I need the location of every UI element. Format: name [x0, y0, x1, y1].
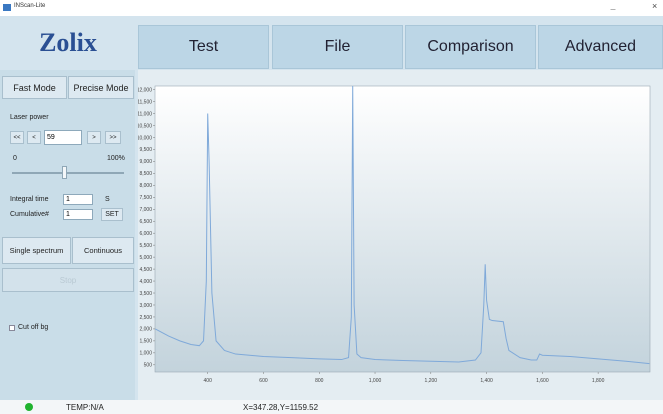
- step-button[interactable]: >: [87, 131, 101, 144]
- y-tick-label: 1,000: [139, 351, 152, 357]
- y-tick-label: 6,000: [139, 231, 152, 237]
- x-tick-label: 1,600: [536, 378, 549, 384]
- x-tick-label: 800: [315, 378, 324, 384]
- tab[interactable]: File: [272, 25, 403, 69]
- x-tick-label: 1,200: [425, 378, 438, 384]
- x-tick-label: 1,800: [592, 378, 605, 384]
- spectrum-line: [155, 85, 650, 365]
- slider-min-label: 0: [13, 155, 17, 162]
- y-tick-label: 8,500: [139, 171, 152, 177]
- mode-button[interactable]: Fast Mode: [2, 76, 67, 99]
- y-tick-label: 12,000: [138, 87, 152, 93]
- x-tick-label: 400: [204, 378, 213, 384]
- mode-button[interactable]: Precise Mode: [68, 76, 134, 99]
- y-tick-label: 4,500: [139, 267, 152, 273]
- cumulative-input[interactable]: 1: [63, 209, 93, 220]
- step-button[interactable]: <: [27, 131, 41, 144]
- cumulative-label: Cumulative#: [10, 211, 49, 218]
- tab[interactable]: Comparison: [405, 25, 536, 69]
- cursor-position: X=347.28,Y=1159.52: [243, 403, 319, 412]
- stop-button[interactable]: Stop: [2, 268, 134, 292]
- y-tick-label: 11,000: [138, 111, 152, 117]
- y-tick-label: 9,000: [139, 159, 152, 165]
- status-indicator: [25, 403, 33, 411]
- checkbox[interactable]: [9, 325, 15, 331]
- y-tick-label: 3,000: [139, 303, 152, 309]
- temperature: TEMP:N/A: [66, 403, 104, 412]
- y-tick-label: 7,500: [139, 195, 152, 201]
- slider-max-label: 100%: [107, 155, 125, 162]
- integral-time-label: Integral time: [10, 196, 49, 203]
- cut-off-bg-label: Cut off bg: [18, 324, 49, 331]
- sidebar: Fast Mode Precise Mode Laser power << < …: [0, 70, 135, 400]
- y-tick-label: 6,500: [139, 219, 152, 225]
- plot-area: [154, 85, 651, 373]
- y-tick-label: 2,500: [139, 315, 152, 321]
- y-tick-label: 1,500: [139, 339, 152, 345]
- window-title: INScan-Lite: [14, 3, 46, 9]
- minimize-button[interactable]: [610, 5, 616, 10]
- y-tick-label: 500: [144, 363, 153, 369]
- y-tick-label: 9,500: [139, 147, 152, 153]
- x-tick-label: 1,000: [369, 378, 382, 384]
- laser-power-input[interactable]: 59: [44, 130, 82, 145]
- slider-track: [12, 172, 124, 174]
- y-tick-label: 5,000: [139, 255, 152, 261]
- step-button[interactable]: >>: [105, 131, 121, 144]
- status-bar: TEMP:N/A X=347.28,Y=1159.52: [0, 400, 663, 414]
- acquire-button[interactable]: Single spectrum: [2, 237, 71, 264]
- title-bar: INScan-Lite ×: [0, 0, 663, 16]
- tab[interactable]: Advanced: [538, 25, 663, 69]
- y-tick-label: 2,000: [139, 327, 152, 333]
- logo: Zolix: [39, 28, 97, 57]
- y-tick-label: 3,500: [139, 291, 152, 297]
- y-tick-label: 10,500: [138, 123, 152, 129]
- close-button[interactable]: ×: [652, 1, 658, 11]
- y-tick-label: 4,000: [139, 279, 152, 285]
- tab[interactable]: Test: [138, 25, 269, 69]
- x-tick-label: 1,400: [480, 378, 493, 384]
- step-button[interactable]: <<: [10, 131, 24, 144]
- integral-time-input[interactable]: 1: [63, 194, 93, 205]
- y-tick-label: 11,500: [138, 99, 152, 105]
- laser-power-label: Laser power: [10, 114, 49, 121]
- spectrum-chart: 500 1,000 1,500 2,000 2,500 3,000 3,500 4,000 4,…: [138, 70, 663, 400]
- x-tick-label: 600: [259, 378, 268, 384]
- app-icon: [3, 4, 11, 11]
- acquire-button[interactable]: Continuous: [72, 237, 134, 264]
- slider-thumb[interactable]: [62, 166, 67, 179]
- integral-time-unit: S: [105, 196, 110, 203]
- y-tick-label: 7,000: [139, 207, 152, 213]
- y-tick-label: 10,000: [138, 135, 152, 141]
- set-button[interactable]: SET: [101, 208, 123, 221]
- y-tick-label: 5,500: [139, 243, 152, 249]
- y-tick-label: 8,000: [139, 183, 152, 189]
